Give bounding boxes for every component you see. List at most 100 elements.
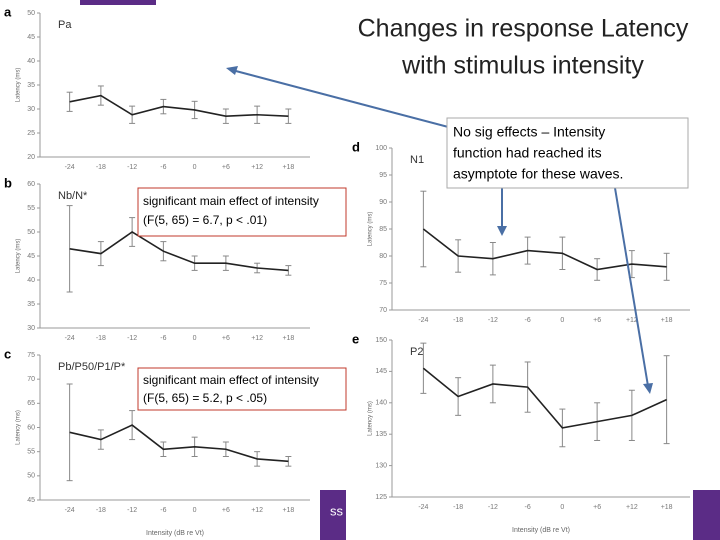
panel-label: c	[4, 346, 11, 361]
x-tick-label: +12	[626, 504, 638, 511]
note-text: asymptote for these waves.	[453, 166, 623, 182]
x-axis-label: Intensity (dB re Vt)	[512, 527, 570, 534]
y-tick-label: 90	[379, 199, 387, 206]
y-tick-label: 150	[375, 337, 387, 344]
x-tick-label: -12	[488, 504, 498, 511]
arrow	[231, 69, 453, 129]
x-tick-label: +6	[593, 317, 601, 324]
footer-text: ss	[330, 503, 344, 518]
effect-text: (F(5, 65) = 6.7, p < .01)	[143, 213, 267, 227]
x-tick-label: +6	[222, 507, 230, 514]
y-tick-label: 50	[27, 229, 35, 236]
arrow-head	[643, 383, 653, 394]
charts: a Pa Latency (ms) 20 25 30 35 40 45 50 -24 -18 -12 -6…	[4, 4, 690, 537]
y-tick-label: 80	[379, 253, 387, 260]
chart-title: Pb/P50/P1/P*	[58, 361, 126, 373]
slide-title: with stimulus intensity	[401, 52, 644, 80]
y-tick-label: 45	[27, 497, 35, 504]
y-tick-label: 35	[27, 301, 35, 308]
data-line	[69, 231, 289, 272]
note-text: No sig effects – Intensity	[453, 124, 605, 140]
x-tick-label: -6	[525, 317, 531, 324]
arrow-head	[226, 66, 238, 75]
data-line	[69, 424, 289, 463]
slide-title: Changes in response Latency	[358, 15, 689, 43]
effect-box	[137, 367, 347, 411]
error-bar	[285, 265, 292, 276]
effect-text: (F(5, 65) = 5.2, p < .05)	[143, 391, 267, 405]
chart-title: N1	[410, 154, 424, 166]
data-line	[422, 228, 667, 271]
x-tick-label: -6	[160, 507, 166, 514]
y-tick-label: 25	[27, 130, 35, 137]
x-tick-label: +6	[593, 504, 601, 511]
y-tick-label: 60	[27, 181, 35, 188]
x-tick-label: -6	[160, 164, 166, 171]
x-tick-label: +12	[251, 507, 263, 514]
x-tick-label: -18	[96, 335, 106, 342]
chart-title: Pa	[58, 19, 72, 31]
error-bar	[66, 383, 73, 482]
y-axis-label: Latency (ms)	[16, 410, 22, 445]
x-tick-label: -24	[65, 335, 75, 342]
x-tick-label: 0	[193, 164, 197, 171]
x-tick-label: -6	[160, 335, 166, 342]
y-axis-label: Latency (ms)	[368, 401, 374, 436]
x-tick-label: +18	[282, 335, 294, 342]
y-tick-label: 135	[375, 431, 387, 438]
x-tick-label: +18	[282, 507, 294, 514]
y-tick-label: 65	[27, 400, 35, 407]
x-tick-label: -24	[418, 317, 428, 324]
note-text: function had reached its	[453, 145, 602, 161]
y-axis-label: Latency (ms)	[368, 212, 374, 247]
panel-label: e	[352, 331, 359, 346]
y-tick-label: 70	[27, 376, 35, 383]
x-tick-label: -18	[453, 317, 463, 324]
panel-label: b	[4, 175, 12, 190]
note-box	[446, 117, 689, 189]
chart-title: P2	[410, 346, 423, 358]
y-tick-label: 20	[27, 154, 35, 161]
x-tick-label: -12	[488, 317, 498, 324]
x-tick-label: +12	[251, 335, 263, 342]
effect-text: significant main effect of intensity	[143, 373, 319, 387]
x-tick-label: +18	[661, 504, 673, 511]
effect-text: significant main effect of intensity	[143, 194, 319, 208]
x-tick-label: -12	[127, 164, 137, 171]
x-tick-label: 0	[193, 507, 197, 514]
y-tick-label: 60	[27, 424, 35, 431]
x-tick-label: -6	[525, 504, 531, 511]
y-tick-label: 30	[27, 325, 35, 332]
x-tick-label: 0	[560, 317, 564, 324]
chart-title: Nb/N*	[58, 190, 88, 202]
panel-label: d	[352, 139, 360, 154]
y-axis-label: Latency (ms)	[16, 68, 22, 103]
data-line	[69, 94, 289, 118]
x-tick-label: +12	[251, 164, 263, 171]
y-axis-label: Latency (ms)	[16, 239, 22, 274]
y-tick-label: 85	[379, 226, 387, 233]
x-tick-label: -18	[96, 507, 106, 514]
y-tick-label: 125	[375, 494, 387, 501]
x-tick-label: +6	[222, 335, 230, 342]
footer-bar	[320, 490, 346, 540]
y-tick-label: 75	[379, 280, 387, 287]
x-tick-label: +12	[626, 317, 638, 324]
x-tick-label: -24	[65, 164, 75, 171]
x-tick-label: +18	[661, 317, 673, 324]
y-tick-label: 30	[27, 106, 35, 113]
x-tick-label: -24	[418, 504, 428, 511]
effect-box	[137, 187, 347, 237]
x-axis-label: Intensity (dB re Vt)	[146, 530, 204, 537]
y-tick-label: 75	[27, 352, 35, 359]
y-tick-label: 35	[27, 82, 35, 89]
x-tick-label: -18	[96, 164, 106, 171]
arrow-head	[497, 226, 507, 236]
accent-bar	[80, 0, 156, 5]
y-tick-label: 40	[27, 277, 35, 284]
x-tick-label: +6	[222, 164, 230, 171]
y-tick-label: 130	[375, 462, 387, 469]
y-tick-label: 50	[27, 473, 35, 480]
